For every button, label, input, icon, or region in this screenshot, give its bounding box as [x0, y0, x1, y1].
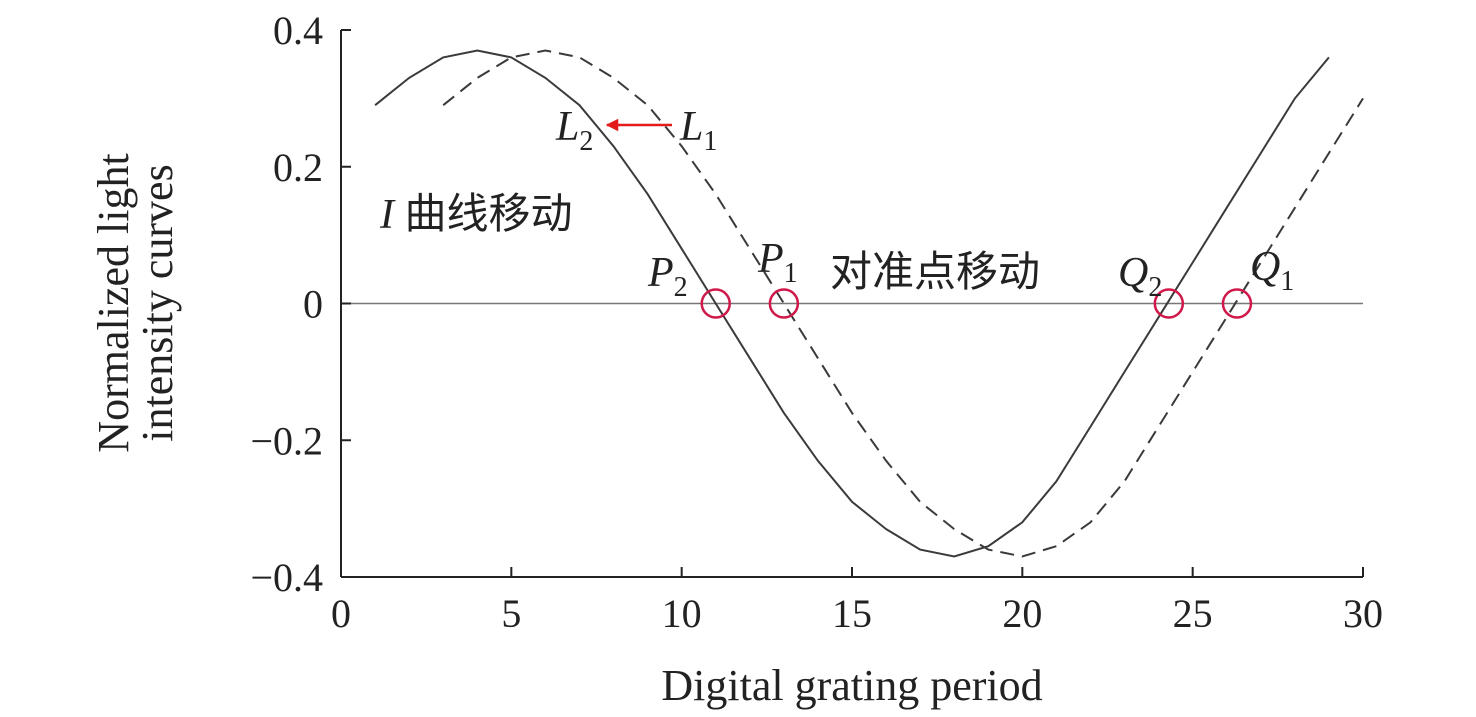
y-axis-label: Normalized light intensity curves — [89, 153, 182, 452]
x-tick-label: 30 — [1343, 591, 1383, 636]
highlight-point — [768, 288, 800, 319]
highlight-point — [700, 288, 731, 319]
y-axis-label-line: intensity curves — [133, 164, 182, 441]
annotation: P2 — [647, 250, 688, 303]
line-series — [374, 49, 1330, 558]
x-tick-label: 15 — [832, 591, 872, 636]
annotation-sub: 1 — [784, 258, 798, 289]
annotation-sub: 2 — [579, 126, 593, 157]
annotation-var: P — [757, 236, 784, 282]
annotation-text: 曲线移动 — [394, 192, 573, 238]
y-tick-label: −0.2 — [250, 418, 323, 463]
annotation-var: P — [647, 250, 674, 296]
y-tick-label: −0.4 — [250, 555, 323, 600]
annotation-text: 对准点移动 — [830, 250, 1040, 296]
annotation: Q1 — [1250, 244, 1294, 297]
y-tick-label: 0.4 — [273, 8, 323, 53]
annotation-sub: 2 — [674, 272, 688, 303]
annotation-sub: 1 — [703, 126, 717, 157]
line-series — [442, 49, 1364, 558]
y-tick-label: 0 — [303, 282, 323, 327]
annotation: 对准点移动 — [830, 250, 1040, 296]
x-axis-label: Digital grating period — [661, 661, 1042, 710]
x-tick-label: 0 — [331, 591, 351, 636]
highlight-point — [1221, 288, 1253, 319]
annotation-var: I — [379, 192, 396, 238]
annotation: P1 — [757, 236, 798, 289]
annotation-var: L — [555, 104, 579, 150]
annotation-sub: 2 — [1148, 272, 1162, 303]
y-axis-label-line: Normalized light — [89, 153, 138, 452]
annotation-var: Q — [1118, 250, 1148, 296]
annotation-sub: 1 — [1280, 266, 1294, 297]
x-tick-label: 25 — [1173, 591, 1213, 636]
highlight-point — [1153, 288, 1185, 319]
annotation-var: L — [679, 104, 703, 150]
y-tick-label: 0.2 — [273, 145, 323, 190]
annotation: L1 — [679, 104, 717, 157]
annotation: I 曲线移动 — [379, 192, 573, 238]
x-tick-label: 10 — [662, 591, 702, 636]
annotation: L2 — [555, 104, 593, 157]
annotation: Q2 — [1118, 250, 1162, 303]
annotation-var: Q — [1250, 244, 1280, 290]
x-tick-label: 5 — [501, 591, 521, 636]
x-tick-label: 20 — [1002, 591, 1042, 636]
